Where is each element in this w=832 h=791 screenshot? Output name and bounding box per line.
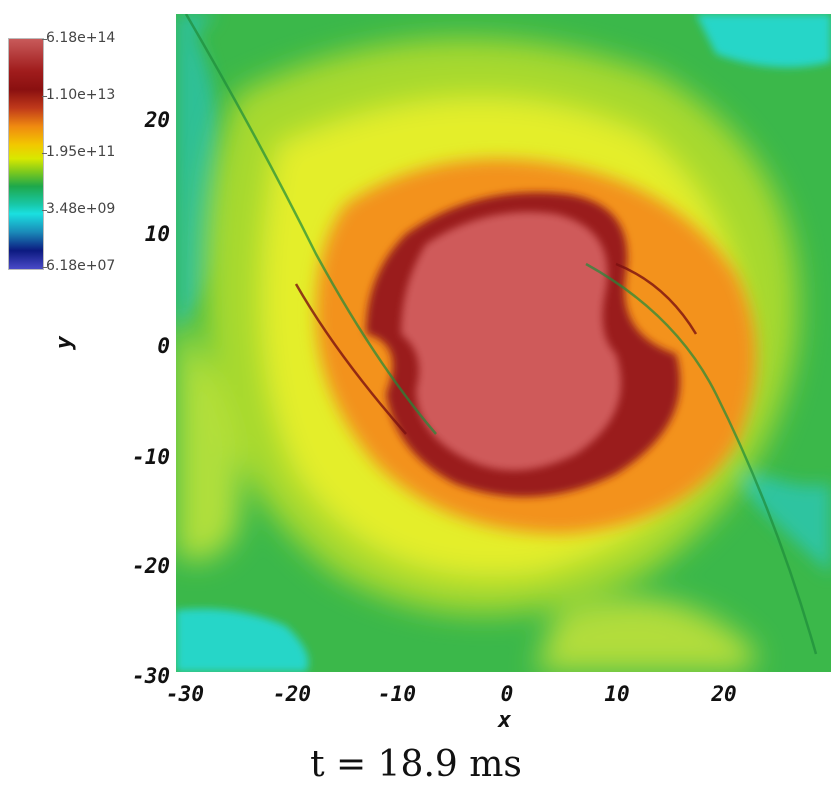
shock-line-inner-right	[615, 262, 698, 335]
y-tick-label: -30	[132, 664, 170, 688]
cyan-region-bottom-left	[176, 608, 309, 672]
colorbar-label: 1.95e+11	[46, 144, 116, 160]
shock-line-left	[184, 14, 437, 435]
core-region	[401, 212, 621, 471]
colorbar	[8, 38, 44, 270]
x-tick-label: -20	[273, 682, 311, 706]
colorbar-tick	[42, 96, 47, 97]
x-tick-label: 20	[711, 682, 737, 706]
colorbar-label: 6.18e+14	[46, 30, 116, 46]
x-tick-label: 0	[500, 682, 514, 706]
colorbar-tick	[42, 267, 47, 268]
x-axis-label: x	[498, 708, 512, 733]
colorbar-label: 3.48e+09	[46, 201, 116, 217]
y-tick-label: 0	[157, 334, 170, 358]
cyan-region-top-right	[696, 14, 831, 68]
density-plot	[176, 14, 831, 672]
shock-line-right	[585, 262, 818, 655]
y-tick-label: -10	[132, 445, 170, 469]
y-axis-label: y	[52, 335, 78, 350]
density-field	[176, 14, 831, 672]
y-tick-label: 20	[144, 108, 170, 132]
colorbar-label: 1.10e+13	[46, 87, 116, 103]
colorbar-label: 6.18e+07	[46, 258, 116, 274]
x-tick-label: 10	[604, 682, 630, 706]
time-caption: t = 18.9 ms	[310, 744, 522, 785]
y-tick-label: 10	[144, 222, 170, 246]
y-tick-label: -20	[132, 554, 170, 578]
x-tick-label: -30	[166, 682, 204, 706]
colorbar-tick	[42, 210, 47, 211]
colorbar-tick	[42, 39, 47, 40]
shock-line-inner-left	[294, 283, 407, 435]
x-tick-label: -10	[378, 682, 416, 706]
colorbar-tick	[42, 153, 47, 154]
